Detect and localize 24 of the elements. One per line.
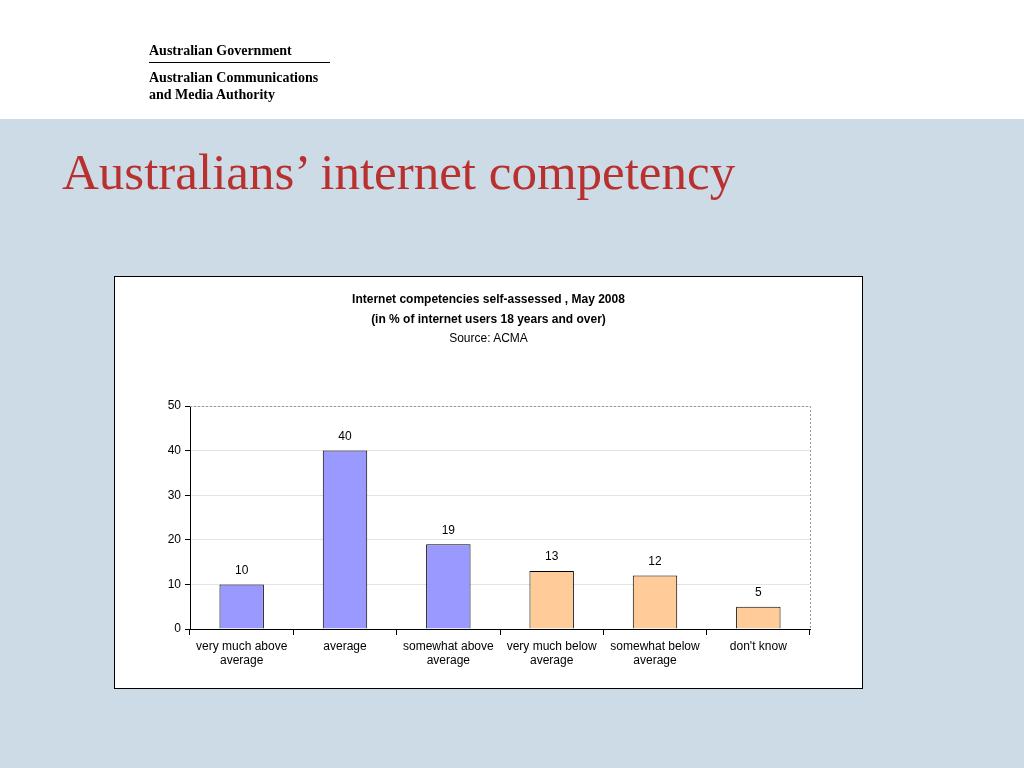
data-label: 19	[441, 522, 456, 537]
data-label: 13	[544, 549, 559, 564]
y-tick-label: 10	[167, 576, 182, 591]
chart-subtitle: Internet competencies self-assessed , May 2008	[351, 291, 626, 307]
x-tick-label: average	[323, 638, 367, 653]
chart-title: Australians’ internet competency	[62, 143, 736, 202]
y-tick-label: 50	[167, 398, 182, 413]
x-tick-label: very much below average	[506, 638, 598, 667]
y-tick-label: 20	[167, 532, 182, 547]
source-note: Source: ACMA	[448, 330, 529, 346]
x-tick-label: very much above average	[195, 638, 288, 667]
y-tick-label: 30	[167, 487, 182, 502]
data-label: 40	[338, 428, 352, 443]
y-tick-label: 40	[167, 442, 182, 457]
data-label: 12	[648, 553, 662, 568]
text: Australian Communications and Media Authority	[149, 69, 320, 103]
text: Australian Government	[149, 42, 330, 63]
x-tick-label: don't know	[729, 638, 788, 653]
x-tick-label: somewhat below average	[610, 638, 701, 667]
data-label: 5	[754, 585, 762, 600]
data-label: 10	[234, 562, 249, 577]
y-tick-label: 0	[174, 621, 182, 636]
text: (in % of internet users 18 years and over)	[370, 311, 607, 327]
x-tick-label: somewhat above average	[402, 638, 495, 667]
